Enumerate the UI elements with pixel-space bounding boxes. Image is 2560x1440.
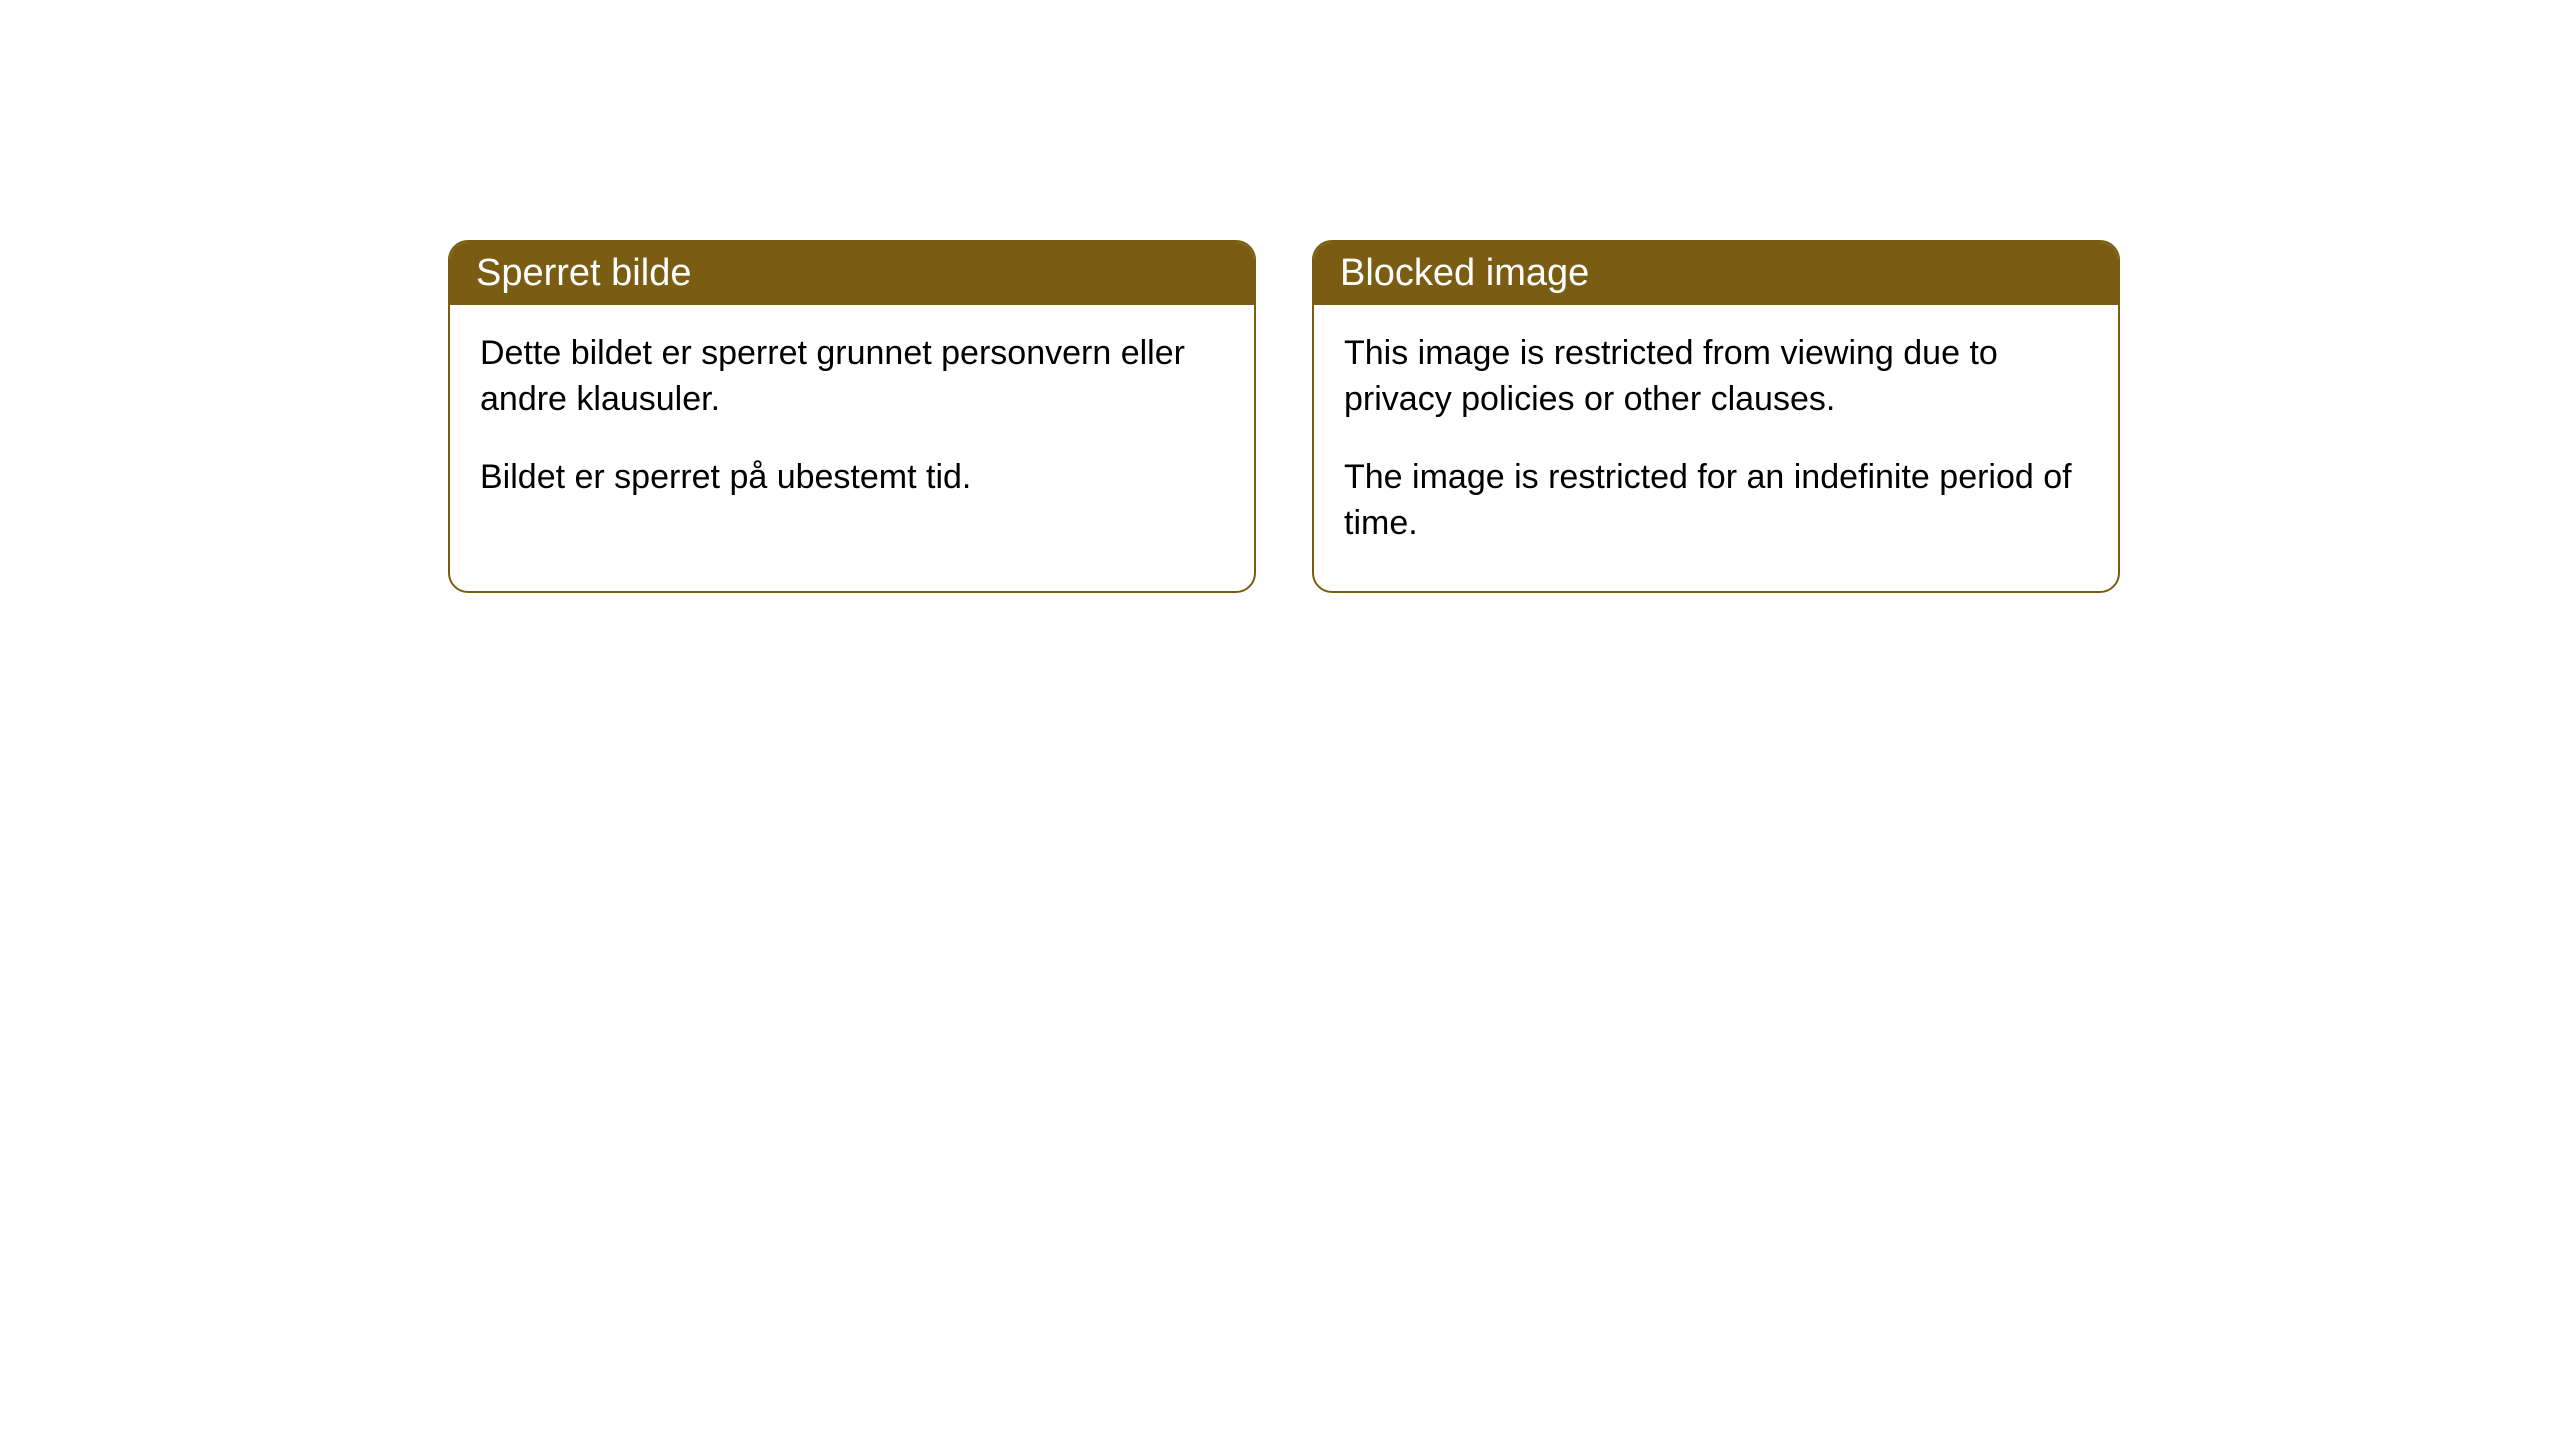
card-paragraph: Dette bildet er sperret grunnet personve…: [480, 331, 1224, 423]
blocked-image-card-norwegian: Sperret bilde Dette bildet er sperret gr…: [448, 240, 1256, 593]
notice-cards-container: Sperret bilde Dette bildet er sperret gr…: [448, 240, 2120, 593]
card-header: Sperret bilde: [450, 242, 1254, 305]
card-paragraph: This image is restricted from viewing du…: [1344, 331, 2088, 423]
card-paragraph: The image is restricted for an indefinit…: [1344, 455, 2088, 547]
blocked-image-card-english: Blocked image This image is restricted f…: [1312, 240, 2120, 593]
card-body: Dette bildet er sperret grunnet personve…: [450, 305, 1254, 545]
card-header: Blocked image: [1314, 242, 2118, 305]
card-title: Blocked image: [1340, 252, 1589, 294]
card-body: This image is restricted from viewing du…: [1314, 305, 2118, 591]
card-title: Sperret bilde: [476, 252, 691, 294]
card-paragraph: Bildet er sperret på ubestemt tid.: [480, 455, 1224, 501]
